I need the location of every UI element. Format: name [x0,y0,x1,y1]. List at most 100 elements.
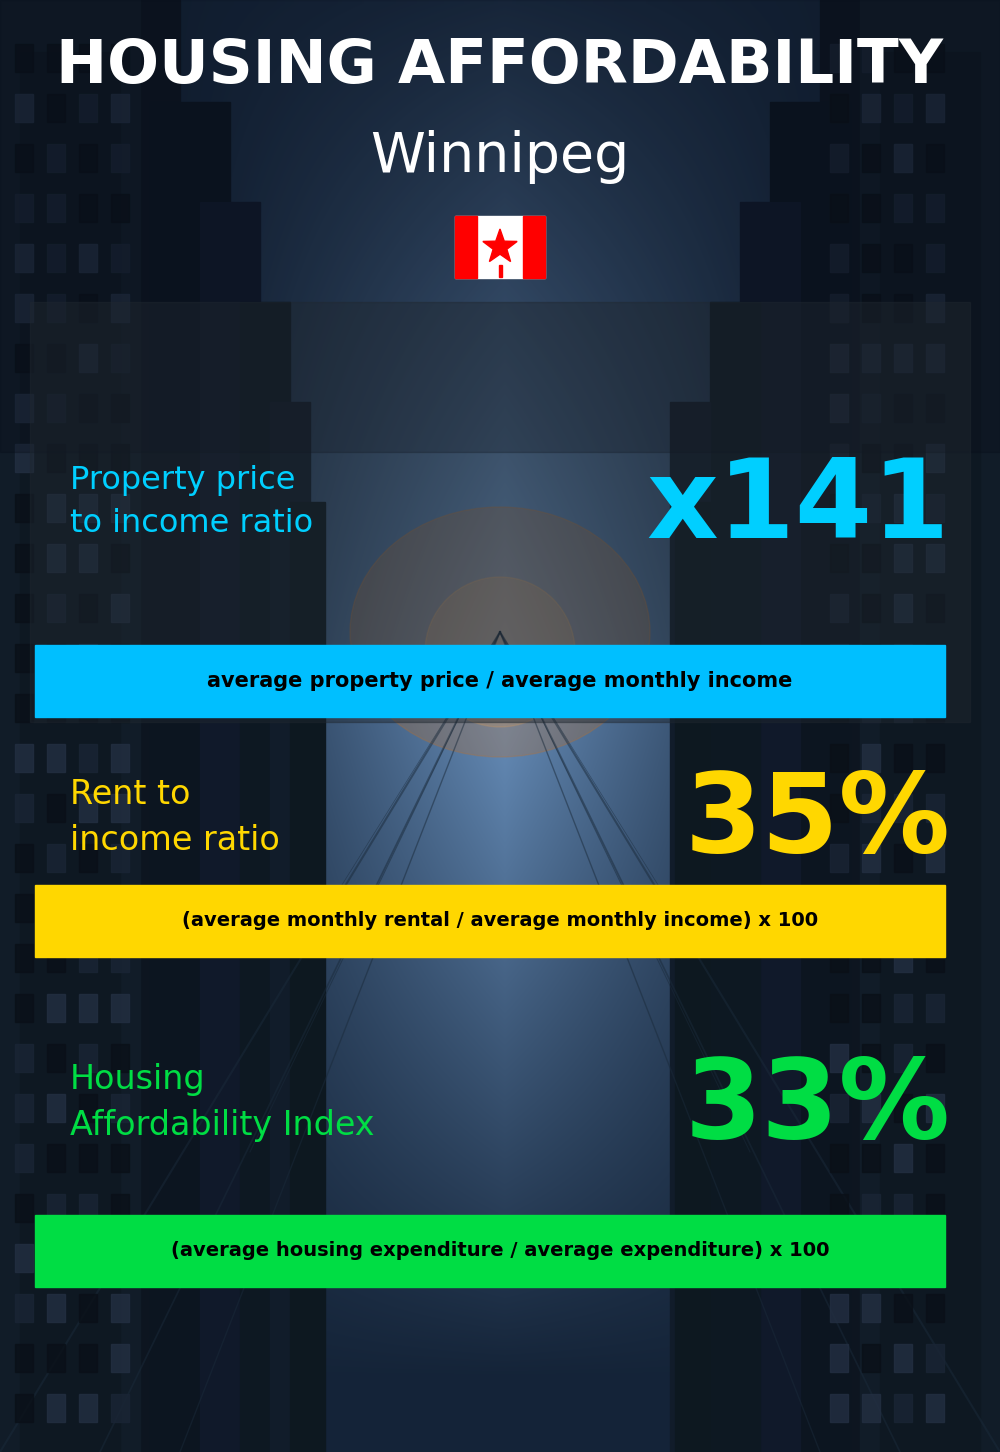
Bar [47,195,65,222]
Bar [47,1093,65,1122]
Bar [79,1093,97,1122]
Bar [15,393,33,423]
Bar [15,694,33,722]
Bar [926,544,944,572]
Bar [47,743,65,772]
Bar [47,244,65,272]
Bar [894,844,912,873]
Bar [830,94,848,122]
Bar [862,344,880,372]
Bar [830,844,848,873]
Bar [862,1144,880,1172]
Bar [830,1394,848,1422]
Bar [770,102,850,1452]
Bar [926,293,944,322]
Bar [862,1345,880,1372]
Bar [79,1044,97,1072]
Bar [111,444,129,472]
Bar [35,1215,945,1286]
Bar [862,44,880,73]
Bar [522,216,545,277]
Bar [830,44,848,73]
Bar [79,594,97,621]
Bar [740,202,800,1452]
Bar [111,894,129,922]
Bar [862,1294,880,1321]
Bar [47,293,65,322]
Bar [15,594,33,621]
Bar [926,1244,944,1272]
Bar [111,944,129,971]
Bar [15,995,33,1022]
Bar [926,694,944,722]
Bar [20,52,120,1452]
Bar [47,995,65,1022]
Bar [830,794,848,822]
Bar [111,645,129,672]
Bar [15,494,33,523]
Bar [79,694,97,722]
Bar [240,302,290,1452]
Bar [894,894,912,922]
Bar [47,1394,65,1422]
Bar [79,645,97,672]
Bar [47,844,65,873]
Bar [0,0,140,1452]
Bar [894,44,912,73]
Bar [926,1345,944,1372]
Bar [926,594,944,621]
Bar [47,1144,65,1172]
Bar [894,944,912,971]
Bar [894,743,912,772]
Bar [894,344,912,372]
Bar [894,293,912,322]
Text: HOUSING AFFORDABILITY: HOUSING AFFORDABILITY [56,38,944,96]
Bar [111,94,129,122]
Bar [15,1044,33,1072]
Bar [894,1144,912,1172]
Bar [926,244,944,272]
Bar [200,202,260,1452]
Bar [830,1044,848,1072]
Bar [830,894,848,922]
Bar [15,544,33,572]
Bar [830,494,848,523]
Bar [111,44,129,73]
Bar [15,244,33,272]
Bar [111,1144,129,1172]
Bar [862,995,880,1022]
Bar [79,44,97,73]
Bar [830,393,848,423]
Bar [926,393,944,423]
Bar [830,1093,848,1122]
Bar [894,794,912,822]
Bar [15,1294,33,1321]
Bar [15,1093,33,1122]
Bar [862,444,880,472]
Bar [15,1144,33,1172]
Bar [862,694,880,722]
Bar [111,594,129,621]
Bar [79,144,97,171]
Bar [111,1394,129,1422]
Bar [830,444,848,472]
Text: Rent to
income ratio: Rent to income ratio [70,777,280,857]
Bar [862,743,880,772]
Bar [862,894,880,922]
Bar [894,94,912,122]
Bar [79,444,97,472]
Bar [862,645,880,672]
Bar [926,1394,944,1422]
Bar [15,1194,33,1223]
Bar [830,995,848,1022]
Bar [862,544,880,572]
Bar [830,1144,848,1172]
Bar [894,1244,912,1272]
Bar [894,694,912,722]
Bar [15,645,33,672]
Bar [79,1194,97,1223]
Bar [79,844,97,873]
Bar [862,293,880,322]
Bar [15,844,33,873]
Bar [47,894,65,922]
